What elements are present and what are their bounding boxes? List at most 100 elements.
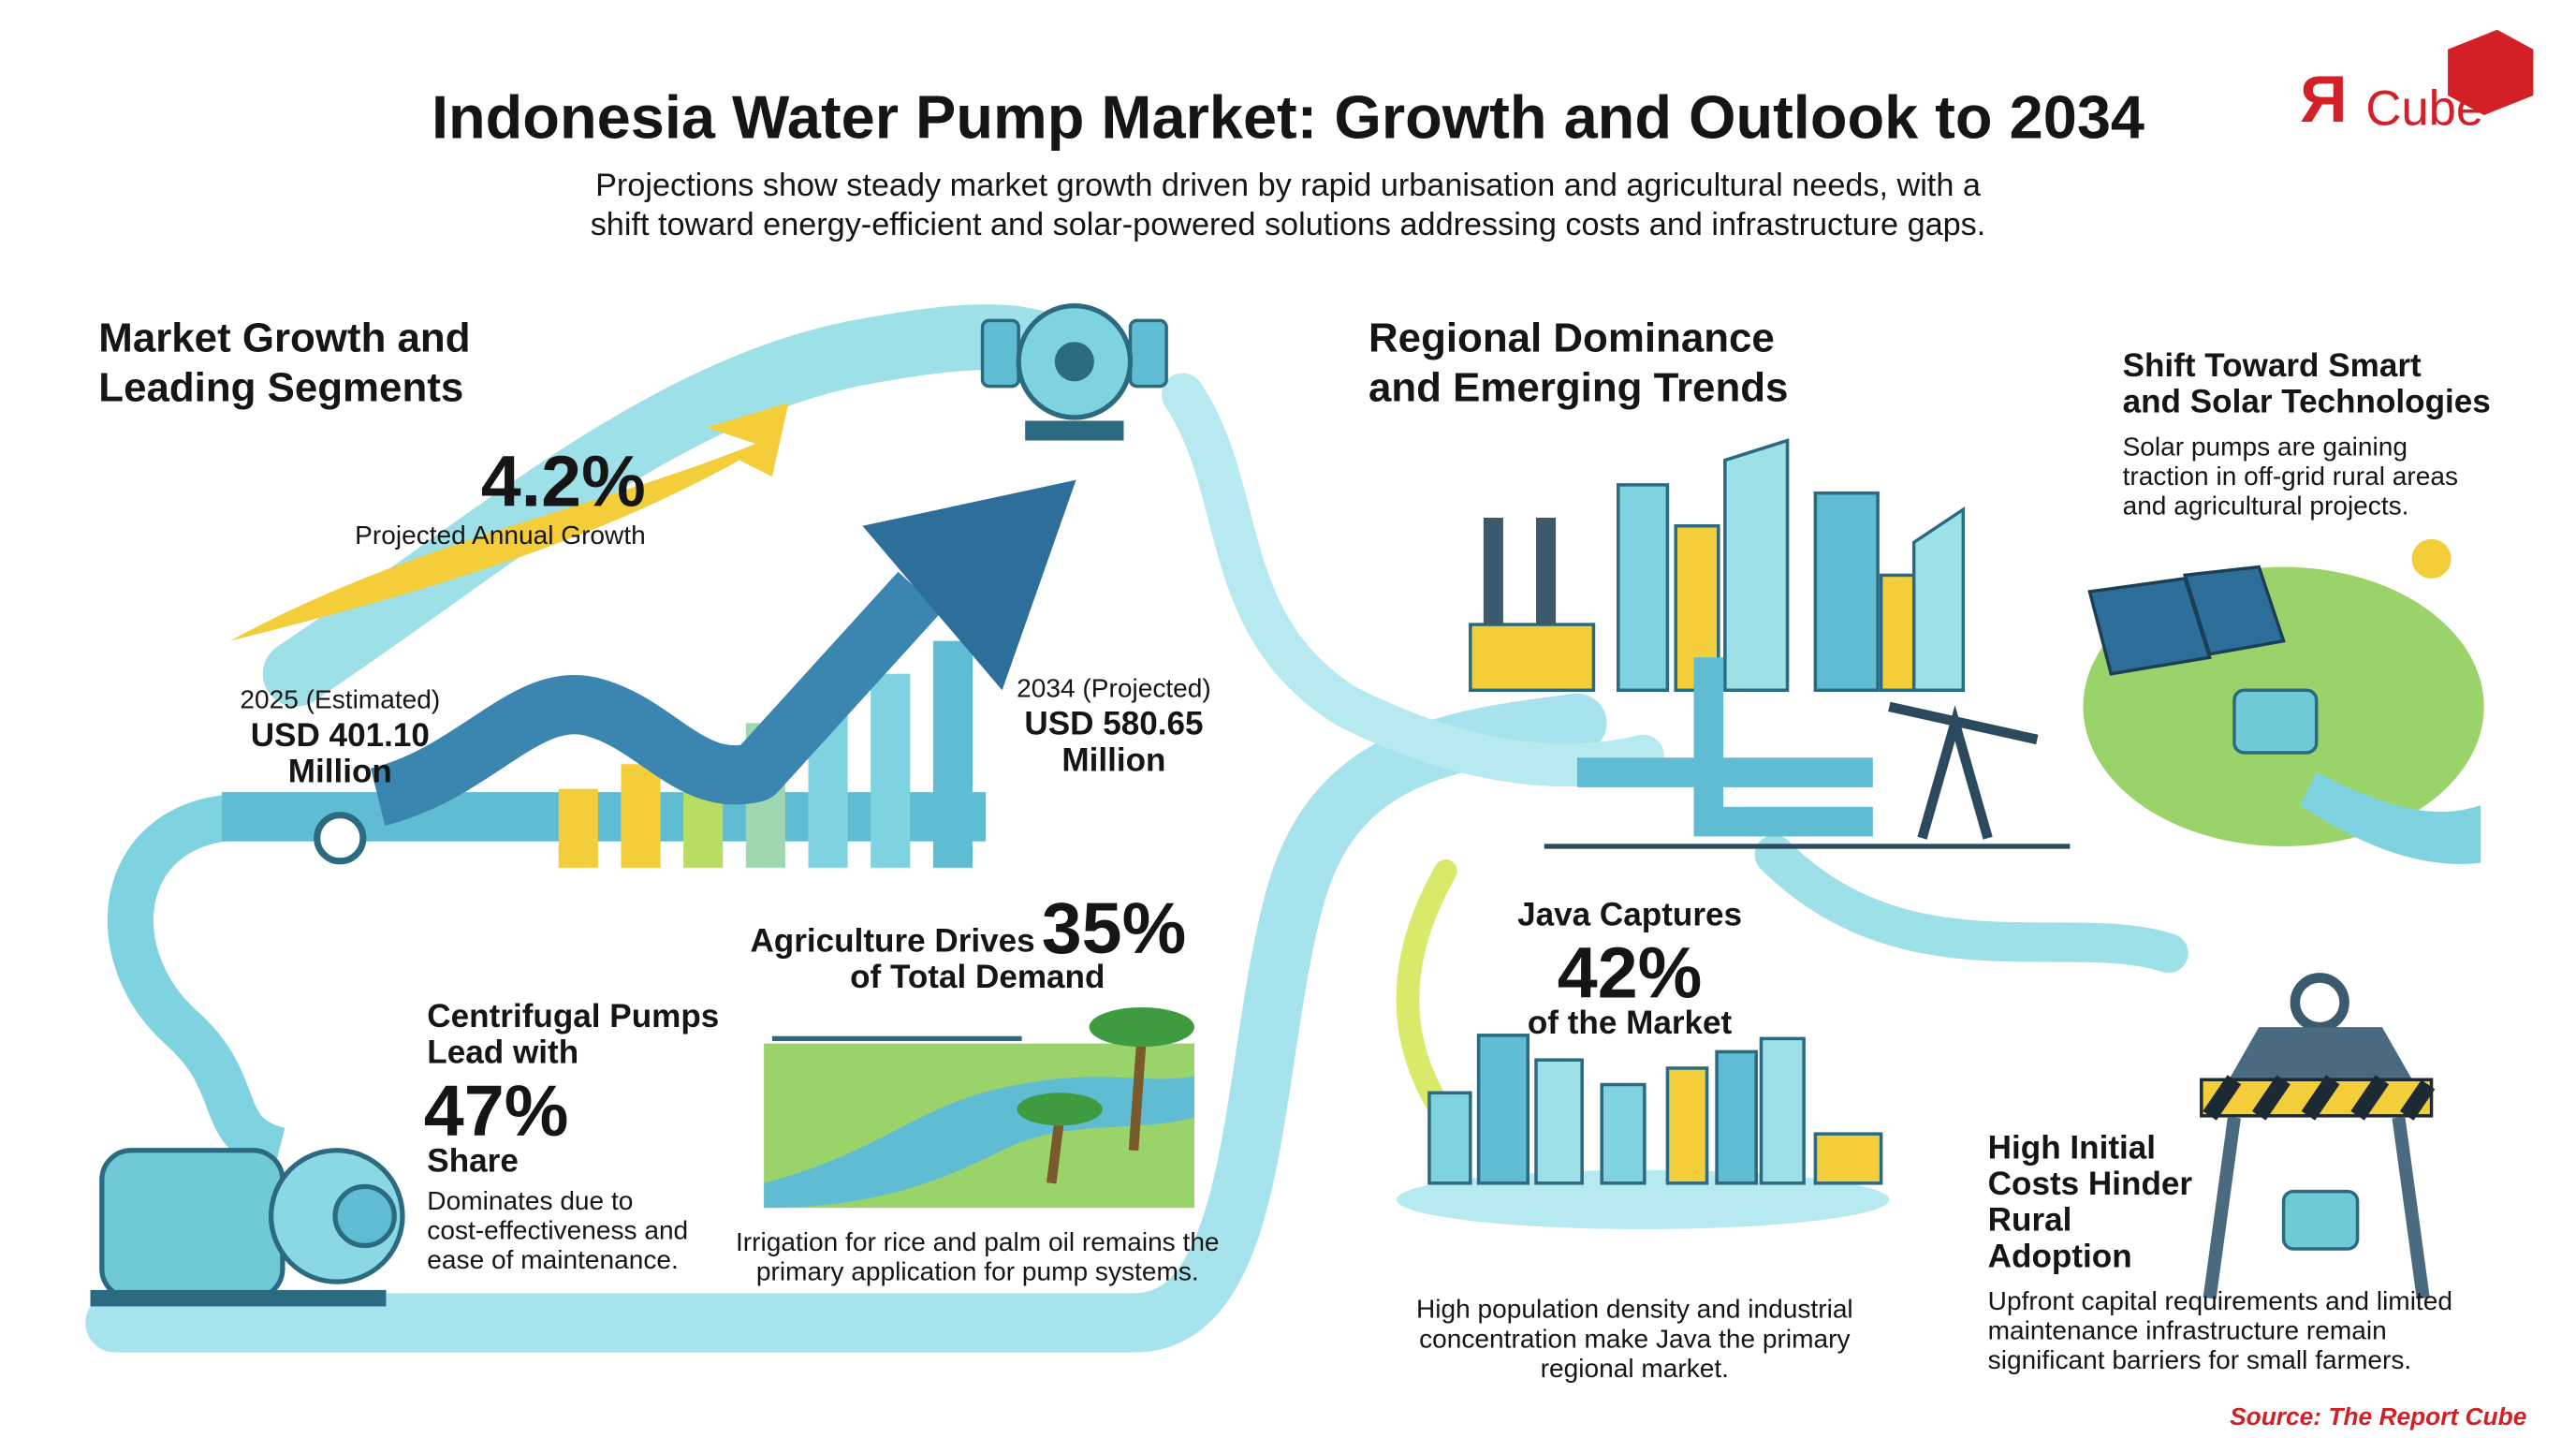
industrial-city — [1469, 438, 2071, 849]
pump-inlet — [332, 1183, 397, 1249]
section-heading: Leading Segments — [98, 364, 463, 410]
building — [1813, 491, 1880, 693]
pump-flange — [1128, 318, 1168, 389]
growth-value: 4.2% — [481, 442, 646, 522]
chimney — [1483, 518, 1503, 625]
agriculture-heading: Agriculture Drives — [750, 922, 1034, 959]
java-text: concentration make Java the primary — [1419, 1324, 1850, 1353]
costs-heading: Costs Hinder — [1988, 1166, 2193, 1202]
building — [1715, 1049, 1758, 1185]
pump-base — [1025, 420, 1124, 441]
building — [1723, 438, 1790, 693]
motor — [99, 1148, 285, 1301]
factory — [1813, 1132, 1883, 1185]
java-value: 42% — [1558, 932, 1703, 1013]
water-flow — [1754, 834, 2188, 974]
pump-base — [90, 1289, 387, 1307]
centrifugal-heading: Lead with — [427, 1034, 578, 1071]
small-pump — [2281, 1189, 2360, 1251]
agriculture-value: 35% — [1042, 888, 1187, 969]
pipe — [108, 793, 286, 1173]
pipe-joint — [314, 812, 367, 865]
oil-pump — [1888, 701, 2039, 840]
chimney — [1536, 518, 1557, 625]
agriculture-text: Irrigation for rice and palm oil remains… — [736, 1227, 1220, 1256]
factory — [1469, 623, 1596, 693]
java-suffix: of the Market — [1528, 1005, 1733, 1041]
building — [1427, 1091, 1472, 1185]
solar-panel — [2182, 565, 2286, 656]
subtitle: shift toward energy-efficient and solar-… — [591, 207, 1986, 242]
building — [1617, 483, 1670, 693]
bar — [871, 673, 911, 868]
centrifugal-text: Dominates due to — [427, 1186, 633, 1215]
costs-text: maintenance infrastructure remain — [1988, 1316, 2387, 1345]
sun — [2411, 538, 2452, 579]
java-text: regional market. — [1541, 1354, 1729, 1383]
solar-panel — [2087, 576, 2212, 676]
stream — [2300, 772, 2481, 864]
arrow-head — [862, 479, 1076, 691]
pump-hub — [1054, 342, 1094, 382]
bar — [932, 640, 973, 868]
water-flow — [1161, 373, 1664, 787]
palm-leaves — [1089, 1007, 1194, 1048]
palm-trunk — [1046, 1034, 1148, 1184]
agriculture-text: primary application for pump systems. — [756, 1256, 1199, 1285]
source: Source: The Report Cube — [2230, 1402, 2526, 1431]
solar-text: Solar pumps are gaining — [2123, 432, 2408, 461]
barrier-stripes — [2203, 1075, 2436, 1121]
java-heading: Java Captures — [1517, 896, 1742, 932]
solar-heading: Shift Toward Smart — [2123, 347, 2422, 384]
end-value: USD 580.65 — [1024, 706, 1203, 742]
centrifugal-value: 47% — [424, 1071, 569, 1152]
growth-swoosh — [229, 403, 789, 641]
start-value: Million — [288, 754, 392, 790]
pipeline — [1576, 657, 1873, 837]
solar-pump — [2232, 688, 2319, 755]
logo-cube — [2448, 29, 2534, 115]
gate-legs — [2203, 1116, 2430, 1299]
costs-heading: Rural — [1988, 1202, 2072, 1239]
pump-flange — [980, 318, 1020, 389]
centrifugal-text: cost-effectiveness and — [427, 1215, 688, 1244]
bar — [621, 764, 661, 868]
java-city — [1427, 1034, 1883, 1185]
centrifugal-text: ease of maintenance. — [427, 1245, 678, 1274]
centrifugal-heading: Centrifugal Pumps — [427, 998, 719, 1034]
costs-text: Upfront capital requirements and limited — [1988, 1286, 2452, 1315]
palm-leaves — [1017, 1093, 1103, 1126]
building — [1600, 1082, 1647, 1185]
costs-heading: Adoption — [1988, 1238, 2132, 1274]
java-text: High population density and industrial — [1416, 1295, 1853, 1324]
centrifugal-suffix: Share — [427, 1143, 519, 1180]
section-heading: and Emerging Trends — [1368, 364, 1788, 410]
section-heading: Regional Dominance — [1368, 315, 1775, 361]
title: Indonesia Water Pump Market: Growth and … — [432, 83, 2144, 152]
costs-text: significant barriers for small farmers. — [1988, 1345, 2412, 1374]
costs-heading: High Initial — [1988, 1129, 2156, 1166]
solar-text: and agricultural projects. — [2123, 491, 2409, 520]
growth-arrow — [370, 571, 943, 827]
logo-text: Cube — [2365, 81, 2483, 137]
building — [1911, 506, 1966, 693]
bar — [558, 788, 598, 868]
growth-label: Projected Annual Growth — [355, 521, 646, 550]
building — [1476, 1034, 1530, 1185]
building — [1534, 1058, 1584, 1185]
gate-top — [2226, 1027, 2415, 1085]
solar-heading: and Solar Technologies — [2123, 384, 2491, 420]
subtitle: Projections show steady market growth dr… — [595, 168, 1982, 203]
solar-text: traction in off-grid rural areas — [2123, 462, 2458, 491]
agriculture-suffix: of Total Demand — [850, 959, 1105, 995]
logo-mark: Я — [2300, 62, 2347, 136]
end-label: 2034 (Projected) — [1017, 673, 1211, 702]
start-label: 2025 (Estimated) — [240, 685, 440, 714]
end-value: Million — [1061, 741, 1165, 778]
building — [1759, 1036, 1806, 1185]
building — [1665, 1066, 1709, 1185]
section-heading: Market Growth and — [98, 315, 470, 361]
start-value: USD 401.10 — [251, 717, 430, 754]
